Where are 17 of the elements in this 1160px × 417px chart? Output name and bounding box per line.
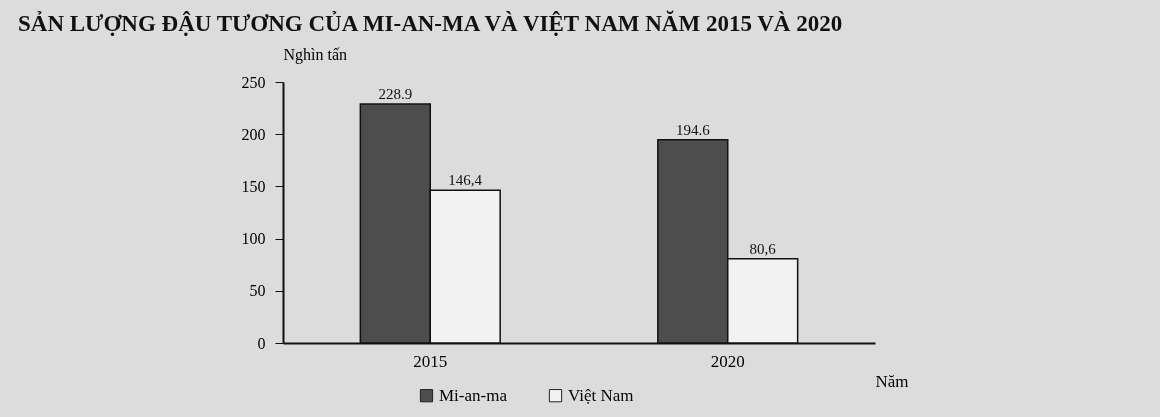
legend-label: Mi-an-ma	[439, 385, 508, 405]
x-tick-label: 2020	[710, 351, 745, 371]
y-tick-label: 100	[241, 230, 266, 248]
x-axis-title: Năm	[875, 371, 909, 391]
data-label: 228.9	[378, 86, 413, 103]
data-label: 146,4	[448, 172, 483, 189]
legend-label: Việt Nam	[568, 385, 634, 405]
data-label: 80,6	[749, 240, 777, 257]
x-tick-label: 2015	[413, 351, 448, 371]
chart-title: SẢN LƯỢNG ĐẬU TƯƠNG CỦA MI-AN-MA VÀ VIỆT NAM NĂM 2015 VÀ 2020	[18, 10, 843, 36]
data-label: 194.6	[675, 121, 711, 138]
y-tick-label: 0	[257, 334, 266, 352]
y-tick-label: 200	[241, 125, 266, 143]
y-axis-title: Nghìn tấn	[283, 45, 348, 64]
y-tick-label: 250	[241, 73, 266, 91]
y-tick-label: 50	[249, 282, 266, 300]
y-tick-label: 150	[241, 177, 266, 195]
